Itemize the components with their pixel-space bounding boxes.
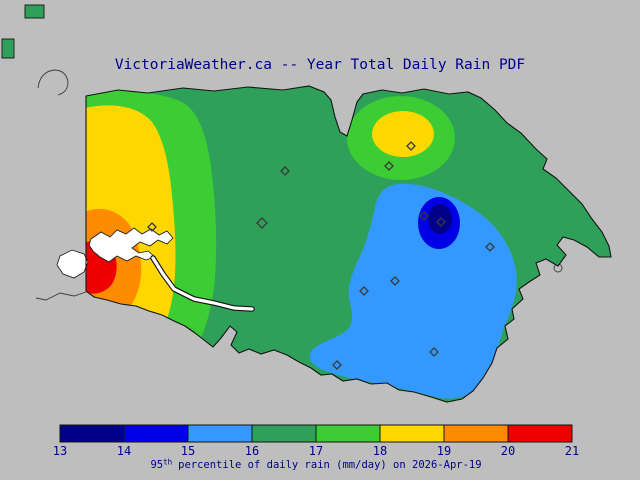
colorbar-tick-20: 20 xyxy=(501,444,515,458)
colorbar-caption: 95th percentile of daily rain (mm/day) on… xyxy=(150,458,481,472)
colorbar-tick-18: 18 xyxy=(373,444,387,458)
colorbar-segment-19-20 xyxy=(443,424,509,443)
station-marker xyxy=(419,211,429,221)
station-marker xyxy=(280,166,290,176)
edge-island-west xyxy=(1,38,15,59)
colorbar-tick-19: 19 xyxy=(437,444,451,458)
colorbar-tick-labels: 13 14 15 16 17 18 19 20 21 xyxy=(53,444,579,458)
colorbar-segment-18-19 xyxy=(379,424,445,443)
island-outline-topleft xyxy=(37,69,69,96)
colorbar-tick-17: 17 xyxy=(309,444,323,458)
caption-superscript: th xyxy=(163,458,172,467)
colorbar-tick-15: 15 xyxy=(181,444,195,458)
station-marker xyxy=(384,161,394,171)
coastline-outline-southwest xyxy=(35,291,87,301)
station-marker xyxy=(332,360,342,370)
station-marker xyxy=(436,217,446,227)
colorbar-segment-15-16 xyxy=(187,424,253,443)
station-marker xyxy=(406,141,416,151)
station-marker xyxy=(256,217,268,229)
edge-island-north xyxy=(24,4,45,19)
caption-text: percentile of daily rain (mm/day) on 202… xyxy=(178,459,481,471)
colorbar-segment-13-14 xyxy=(59,424,125,443)
harbour-water xyxy=(88,227,174,263)
colorbar-tick-16: 16 xyxy=(245,444,259,458)
colorbar-tick-13: 13 xyxy=(53,444,67,458)
colorbar xyxy=(59,424,573,443)
contour-northeast-yellow xyxy=(372,111,434,157)
station-marker xyxy=(390,276,400,286)
colorbar-segment-20-21 xyxy=(507,424,573,443)
station-markers xyxy=(147,141,495,370)
station-marker xyxy=(429,347,439,357)
station-marker xyxy=(485,242,495,252)
caption-number: 95 xyxy=(150,459,163,471)
colorbar-segment-17-18 xyxy=(315,424,381,443)
colorbar-segment-14-15 xyxy=(123,424,189,443)
page-title: VictoriaWeather.ca -- Year Total Daily R… xyxy=(115,57,525,73)
station-marker xyxy=(147,222,157,232)
inlet-channel-water xyxy=(151,256,254,311)
colorbar-tick-14: 14 xyxy=(117,444,131,458)
station-marker xyxy=(359,286,369,296)
contour-east-light-blue xyxy=(309,183,517,399)
colorbar-segment-16-17 xyxy=(251,424,317,443)
bay-water-west xyxy=(56,249,89,279)
colorbar-tick-21: 21 xyxy=(565,444,579,458)
